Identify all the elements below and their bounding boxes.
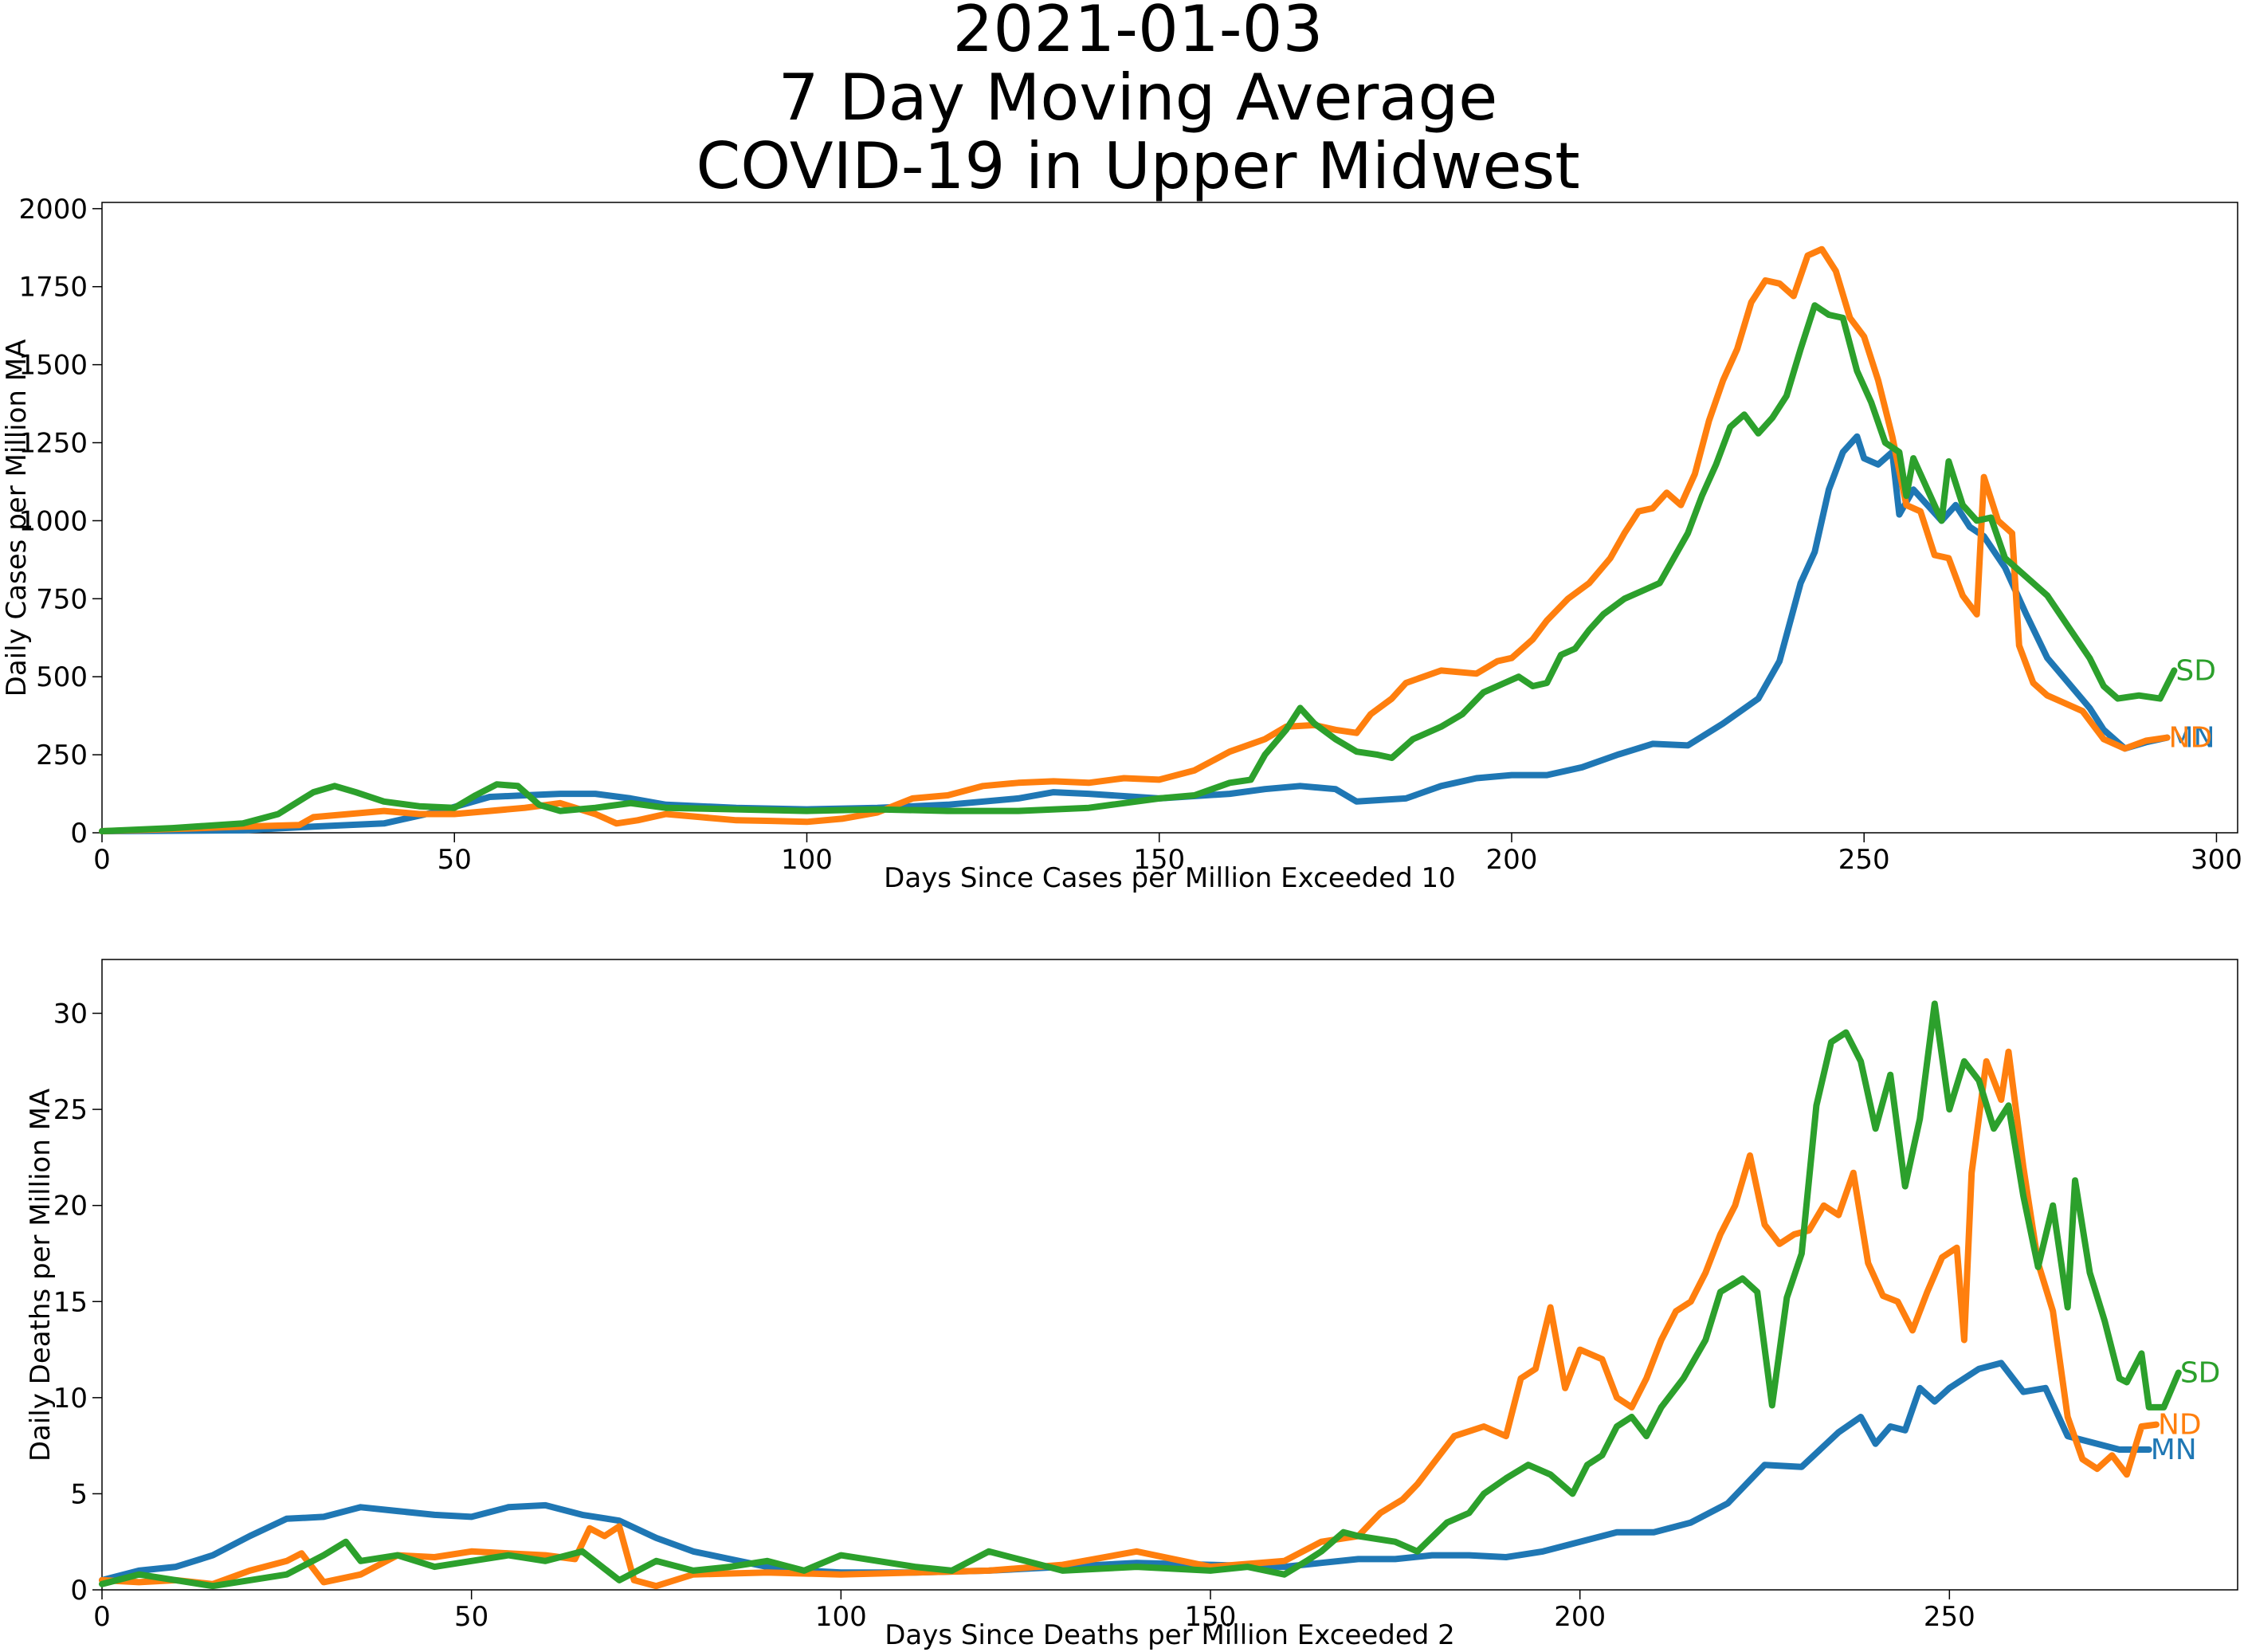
cases-y-tick-label: 1750 [18, 272, 88, 304]
deaths-lines [99, 1000, 2182, 1590]
deaths-y-tick-label: 20 [53, 1191, 88, 1222]
deaths-series-line-nd [99, 1048, 2160, 1590]
deaths-x-axis-label: Days Since Deaths per Million Exceeded 2 [885, 1619, 1455, 1651]
cases-series-label-sd: SD [2175, 654, 2216, 687]
cases-x-tick-label: 100 [781, 844, 833, 876]
cases-y-tick-label: 0 [70, 818, 88, 850]
cases-y-tick-label: 1000 [18, 505, 88, 537]
deaths-y-tick-label: 30 [53, 999, 88, 1030]
deaths-x-tick-label: 0 [93, 1601, 111, 1633]
cases-series-line-nd [99, 245, 2171, 834]
deaths-y-tick-label: 0 [70, 1575, 88, 1607]
cases-x-tick-label: 150 [1133, 844, 1185, 876]
cases-y-tick-label: 2000 [18, 194, 88, 226]
figure-title: 2021-01-03 7 Day Moving Average COVID-19… [696, 0, 1579, 203]
cases-series-label-nd: ND [2169, 722, 2213, 755]
deaths-y-axis-label: Daily Deaths per Million MA [25, 1089, 57, 1462]
deaths-x-tick-label: 200 [1554, 1601, 1606, 1633]
deaths-y-tick-label: 10 [53, 1383, 88, 1415]
cases-y-tick-label: 1500 [18, 350, 88, 382]
deaths-series-label-mn: MN [2151, 1434, 2197, 1466]
deaths-axes-frame [101, 959, 2238, 1591]
title-line-main: COVID-19 in Upper Midwest [696, 129, 1579, 203]
cases-x-tick-label: 300 [2191, 844, 2242, 876]
deaths-series-line-mn [99, 1360, 2152, 1583]
deaths-y-tick-label: 25 [53, 1094, 88, 1126]
cases-series-line-sd [99, 302, 2178, 834]
cases-ticks: 0 50 100 150 200 250 300 0 250 500 750 1000 1250 1500… [18, 194, 2242, 876]
title-line-subtitle: 7 Day Moving Average [779, 61, 1498, 135]
deaths-series-label-nd: ND [2158, 1409, 2202, 1442]
cases-y-axis-label: Daily Cases per Million MA [1, 339, 33, 697]
deaths-x-tick-label: 150 [1185, 1601, 1237, 1633]
deaths-x-tick-label: 100 [815, 1601, 867, 1633]
deaths-ticks: 0 50 100 150 200 250 0 5 10 15 20 25 30 [53, 999, 1975, 1633]
cases-x-tick-label: 0 [93, 844, 111, 876]
cases-series-line-mn [99, 433, 2171, 834]
cases-lines [99, 245, 2178, 834]
cases-y-tick-label: 1250 [18, 428, 88, 460]
deaths-x-tick-label: 50 [454, 1601, 488, 1633]
cases-y-tick-label: 750 [36, 583, 88, 615]
deaths-x-tick-label: 250 [1924, 1601, 1975, 1633]
cases-chart: 0 50 100 150 200 250 300 0 250 500 750 1000 1250 1500… [1, 194, 2242, 894]
cases-y-tick-label: 250 [36, 740, 88, 771]
cases-x-tick-label: 250 [1838, 844, 1890, 876]
cases-y-tick-label: 500 [36, 661, 88, 693]
cases-x-tick-label: 50 [437, 844, 472, 876]
deaths-y-tick-label: 5 [70, 1478, 88, 1510]
cases-axes-frame [101, 202, 2238, 834]
deaths-series-line-sd [99, 1000, 2182, 1590]
title-line-date: 2021-01-03 [953, 0, 1324, 66]
cases-x-axis-label: Days Since Cases per Million Exceeded 10 [884, 862, 1456, 894]
deaths-y-tick-label: 15 [53, 1286, 88, 1318]
deaths-series-label-sd: SD [2180, 1356, 2221, 1389]
cases-series-label-mn: MN [2169, 722, 2215, 755]
cases-x-tick-label: 200 [1486, 844, 1538, 876]
